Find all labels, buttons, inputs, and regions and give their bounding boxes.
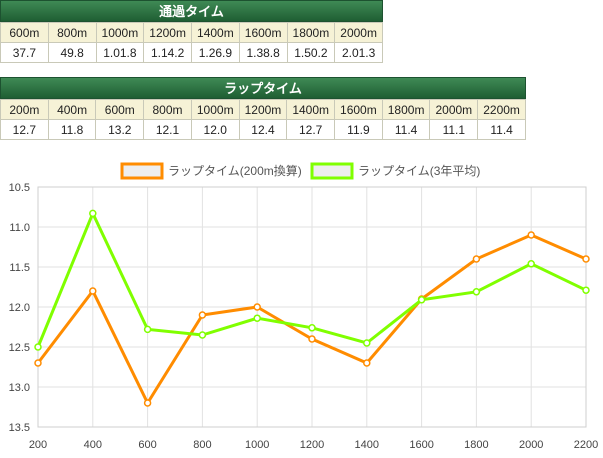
lap-value-cell: 12.7 [286, 119, 336, 140]
passing-header-row: 600m 800m 1000m 1200m 1400m 1600m 1800m 2000m [0, 22, 383, 43]
passing-header-cell: 1200m [143, 22, 192, 43]
passing-header-cell: 1400m [191, 22, 240, 43]
x-tick-label: 400 [84, 439, 102, 451]
plot-border [37, 186, 587, 428]
passing-time-table: 600m 800m 1000m 1200m 1400m 1600m 1800m 2000m 3… [0, 22, 383, 63]
lap-header-cell: 1000m [190, 99, 240, 120]
passing-header-cell: 600m [0, 22, 49, 43]
passing-header-cell: 1000m [95, 22, 145, 43]
lap-value-cell: 12.1 [143, 119, 192, 140]
y-tick-label: 13.0 [9, 382, 30, 394]
passing-value-cell: 1.50.2 [286, 42, 336, 63]
series-1-point [472, 255, 481, 263]
x-tick-label: 1600 [409, 439, 433, 451]
passing-value-cell: 1.14.2 [143, 42, 192, 63]
lap-header-cell: 400m [47, 99, 97, 120]
lap-header-row: 200m 400m 600m 800m 1000m 1200m 1400m 1600m 1800… [0, 99, 526, 120]
series-1-point [527, 231, 535, 239]
chart-svg: 10.5 11.0 11.5 12.0 12.5 13.0 13.5 200 400 600 800… [9, 162, 598, 451]
x-tick-label: 600 [138, 439, 156, 451]
passing-value-row: 37.7 49.8 1.01.8 1.14.2 1.26.9 1.38.8 1.50.2 2.… [0, 42, 383, 63]
series-2-point [198, 331, 207, 339]
x-tick-label: 1000 [245, 439, 269, 451]
passing-time-title: 通過タイム [0, 0, 383, 22]
series-2-point [363, 339, 371, 347]
legend-label-2: ラップタイム(3年平均) [358, 164, 480, 178]
series-2-point [582, 286, 590, 294]
lap-header-cell: 2000m [429, 99, 479, 120]
lap-value-row: 12.7 11.8 13.2 12.1 12.0 12.4 12.7 11.9 11.4 11.1… [0, 119, 526, 140]
lap-time-table: 200m 400m 600m 800m 1000m 1200m 1400m 1600m 1800… [0, 99, 526, 140]
lap-header-cell: 1400m [286, 99, 336, 120]
lap-header-cell: 200m [0, 99, 49, 120]
y-tick-label: 13.5 [9, 422, 30, 434]
y-tick-label: 12.0 [9, 302, 30, 314]
x-tick-label: 1800 [464, 439, 488, 451]
lap-value-cell: 13.2 [95, 119, 145, 140]
lap-header-cell: 1200m [238, 99, 288, 120]
series-1-point [253, 303, 261, 311]
y-tick-label: 10.5 [9, 182, 30, 194]
series-1-point [308, 335, 316, 343]
legend-swatch-1 [120, 162, 164, 180]
x-tick-label: 200 [29, 439, 47, 451]
series-2-point [527, 260, 535, 268]
series-1-point [143, 399, 152, 407]
passing-value-cell: 37.7 [0, 42, 49, 63]
series-1-point [363, 359, 371, 367]
series-1-point [582, 255, 590, 263]
lap-header-cell: 1600m [334, 99, 383, 120]
lap-value-cell: 11.4 [477, 119, 526, 140]
x-tick-label: 1400 [355, 439, 379, 451]
series-2-point [472, 288, 481, 296]
passing-header-cell: 1600m [238, 22, 288, 43]
series-1-point [89, 287, 97, 295]
passing-header-cell: 1800m [286, 22, 336, 43]
lap-header-cell: 2200m [477, 99, 526, 120]
lap-header-cell: 600m [95, 99, 145, 120]
legend-label-1: ラップタイム(200m換算) [168, 163, 302, 178]
lap-time-title: ラップタイム [0, 77, 526, 99]
legend-swatch-2 [310, 162, 354, 180]
series-2-point [253, 314, 261, 322]
lap-value-cell: 12.4 [238, 119, 288, 140]
lap-header-cell: 1800m [381, 99, 431, 120]
passing-value-cell: 49.8 [47, 42, 97, 63]
series-2-point [34, 343, 42, 351]
passing-value-cell: 1.01.8 [95, 42, 145, 63]
lap-header-cell: 800m [143, 99, 192, 120]
passing-time-section: 通過タイム 600m 800m 1000m 1200m 1400m 1600m 1800m 2… [0, 0, 383, 63]
passing-value-cell: 2.01.3 [334, 42, 383, 63]
series-1-point [34, 359, 42, 367]
series-2-point [417, 296, 426, 304]
y-tick-label: 11.5 [9, 262, 30, 274]
x-tick-label: 800 [193, 439, 211, 451]
y-tick-label: 12.5 [9, 342, 30, 354]
series-1-point [198, 311, 207, 319]
passing-header-cell: 800m [47, 22, 97, 43]
lap-time-section: ラップタイム 200m 400m 600m 800m 1000m 1200m 1400m 16… [0, 77, 526, 140]
lap-value-cell: 11.8 [47, 119, 97, 140]
lap-value-cell: 11.9 [334, 119, 383, 140]
lap-value-cell: 12.0 [190, 119, 240, 140]
passing-header-cell: 2000m [334, 22, 383, 43]
lap-value-cell: 11.1 [429, 119, 479, 140]
lap-time-chart: 10.5 11.0 11.5 12.0 12.5 13.0 13.5 200 400 600 800… [0, 150, 603, 453]
lap-value-cell: 11.4 [381, 119, 431, 140]
series-2-point [308, 324, 316, 332]
series-2-point [89, 209, 97, 218]
passing-value-cell: 1.26.9 [191, 42, 240, 63]
series-2-point [143, 325, 152, 334]
y-tick-label: 11.0 [9, 222, 30, 234]
x-tick-label: 2000 [519, 439, 543, 451]
x-tick-label: 2200 [574, 439, 598, 451]
passing-value-cell: 1.38.8 [238, 42, 288, 63]
x-tick-label: 1200 [300, 439, 324, 451]
lap-value-cell: 12.7 [0, 119, 49, 140]
